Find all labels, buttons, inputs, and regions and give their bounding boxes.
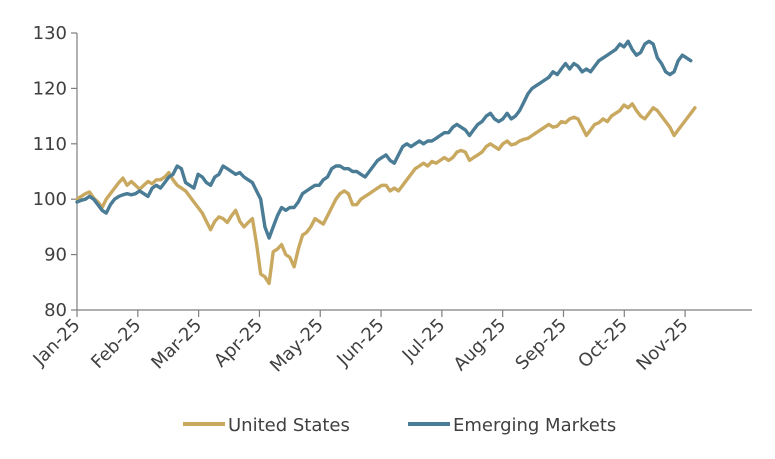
legend-item-united-states-label: United States bbox=[228, 415, 350, 436]
y-tick-label: 120 bbox=[33, 78, 67, 99]
x-tick-label: Nov-25 bbox=[633, 315, 693, 375]
y-tick-group: 80 90 100 110 120 130 bbox=[33, 23, 77, 321]
x-tick-label: Mar-25 bbox=[147, 315, 206, 374]
y-tick-label: 110 bbox=[33, 134, 67, 155]
y-tick-label: 130 bbox=[33, 23, 67, 44]
x-tick-label: Jan-25 bbox=[29, 315, 85, 371]
x-tick-label: Sep-25 bbox=[511, 315, 571, 375]
series-group bbox=[75, 39, 697, 286]
y-tick-label: 90 bbox=[44, 245, 67, 266]
x-tick-label: Jul-25 bbox=[398, 315, 450, 367]
y-tick-label: 100 bbox=[33, 189, 67, 210]
x-tick-label: Feb-25 bbox=[87, 315, 145, 373]
y-tick-label: 80 bbox=[44, 300, 67, 321]
x-tick-label: Aug-25 bbox=[450, 315, 510, 375]
series-line-emerging-markets bbox=[75, 39, 693, 240]
series-line-united-states bbox=[75, 102, 697, 286]
x-tick-label: Oct-25 bbox=[574, 315, 632, 373]
x-tick-label: Apr-25 bbox=[210, 315, 267, 372]
x-tick-label: Jun-25 bbox=[332, 315, 388, 371]
x-tick-label: May-25 bbox=[266, 315, 328, 377]
legend: United States Emerging Markets bbox=[183, 415, 616, 436]
legend-item-emerging-markets-label: Emerging Markets bbox=[453, 415, 616, 436]
x-tick-group: Jan-25 Feb-25 Mar-25 Apr-25 May-25 Jun-25 Jul-… bbox=[29, 310, 693, 376]
